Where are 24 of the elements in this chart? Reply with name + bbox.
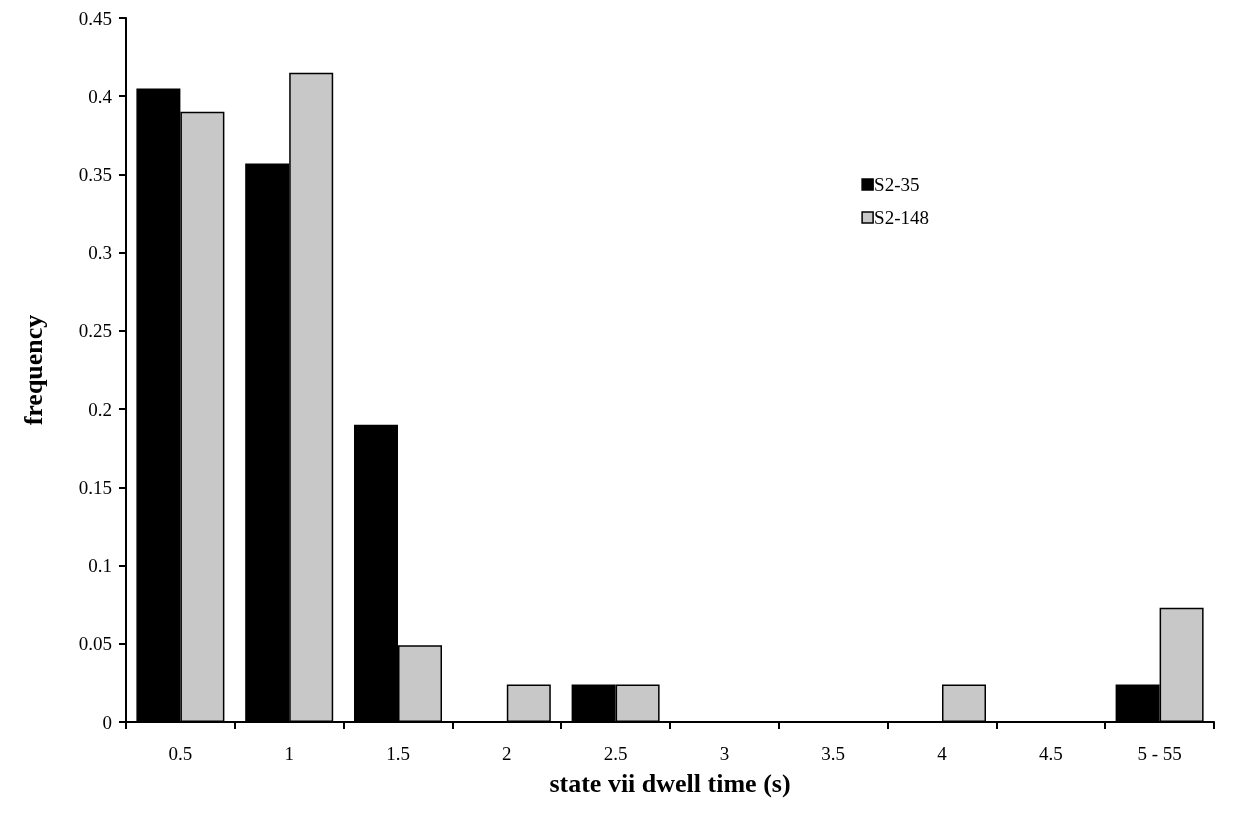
x-tick-label: 4 <box>937 743 948 764</box>
x-tick-label: 1 <box>284 743 294 764</box>
y-tick-label: 0 <box>102 711 112 733</box>
x-tick-label: 3.5 <box>821 743 846 764</box>
y-tick-label: 0.4 <box>88 85 113 107</box>
x-tick-label: 1.5 <box>386 743 410 764</box>
x-tick-label: 5 - 55 <box>1137 743 1182 764</box>
legend-label: S2-148 <box>874 207 930 228</box>
y-tick-label: 0.15 <box>78 476 112 498</box>
y-axis-title: frequency <box>18 314 48 426</box>
y-tick-label: 0.3 <box>88 242 112 264</box>
y-tick-label: 0.35 <box>78 163 112 185</box>
x-tick-label: 3 <box>719 743 730 764</box>
x-tick-label: 0.5 <box>168 743 193 764</box>
y-tick-label: 0.45 <box>78 7 112 29</box>
legend-label: S2-35 <box>874 174 920 195</box>
x-tick-label: 2 <box>502 743 512 764</box>
y-tick-label: 0.05 <box>78 633 112 655</box>
x-axis-title: state vii dwell time (s) <box>549 768 791 798</box>
y-tick-label: 0.1 <box>88 555 112 577</box>
y-tick-label: 0.2 <box>88 398 112 420</box>
x-tick-label: 4.5 <box>1038 743 1063 764</box>
y-tick-label: 0.25 <box>78 320 112 342</box>
x-tick-label: 2.5 <box>603 743 628 764</box>
